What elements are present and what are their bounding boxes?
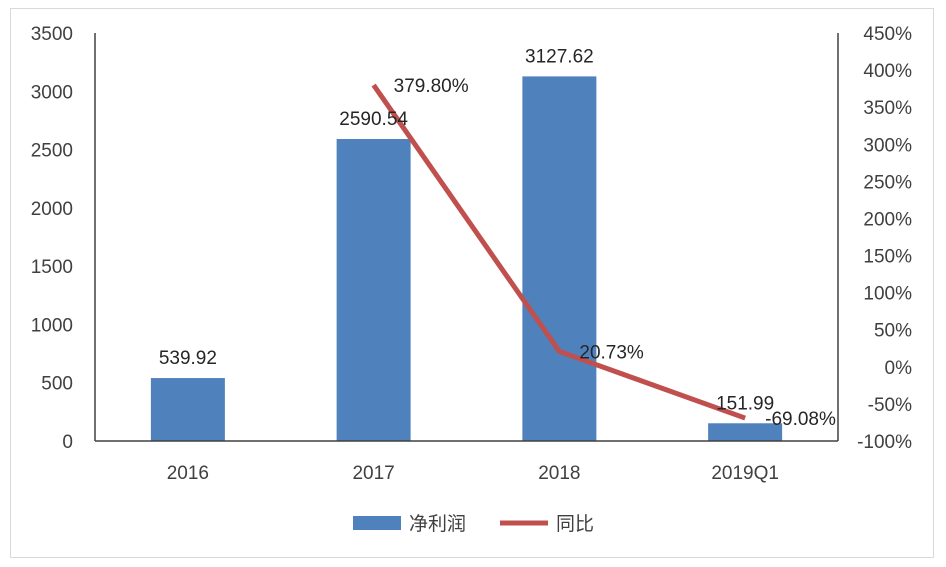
left-y-tick-label: 500: [41, 374, 73, 395]
bar-data-labels: 539.92 2590.54 3127.62 151.99: [159, 46, 774, 414]
line-data-labels: 379.80% 20.73% -69.08%: [394, 76, 836, 430]
x-tick-labels: 2016 2017 2018 2019Q1: [167, 463, 779, 484]
line-path: [371, 83, 746, 421]
x-tick-label: 2019Q1: [711, 463, 779, 484]
axes: [94, 33, 839, 442]
line-series: [371, 83, 746, 421]
legend-swatch-bar: [353, 516, 401, 530]
right-y-tick-label: 100%: [863, 284, 912, 305]
right-y-tick-label: 250%: [863, 172, 912, 193]
chart-frame: [10, 8, 934, 558]
left-y-tick-label: 3500: [31, 24, 73, 45]
right-y-tick-labels: -100% -50% 0% 50% 100% 150% 200% 250% 300% 350% 40…: [857, 24, 912, 453]
right-y-tick-label: -50%: [868, 395, 912, 416]
line-data-label: 20.73%: [579, 342, 644, 363]
legend: 净利润 同比: [353, 513, 594, 535]
bar-data-label: 151.99: [716, 393, 774, 414]
bar: [150, 378, 225, 441]
bar-data-label: 2590.54: [339, 109, 408, 130]
bar: [708, 423, 783, 441]
right-y-tick-label: 50%: [874, 321, 912, 342]
x-tick-label: 2018: [538, 463, 580, 484]
right-y-tick-label: 400%: [863, 61, 912, 82]
x-tick-label: 2017: [352, 463, 394, 484]
left-y-tick-labels: 0 500 1000 1500 2000 2500 3000 3500: [31, 24, 73, 453]
bar-series: [150, 76, 783, 442]
left-y-tick-label: 0: [62, 432, 73, 453]
bar-data-label: 539.92: [159, 348, 217, 369]
line-data-label: 379.80%: [394, 76, 469, 97]
left-y-tick-label: 1500: [31, 257, 73, 278]
right-y-tick-label: -100%: [857, 432, 912, 453]
legend-label-line: 同比: [556, 513, 594, 535]
bar-data-label: 3127.62: [525, 46, 594, 67]
right-y-tick-label: 150%: [863, 247, 912, 268]
x-tick-label: 2016: [167, 463, 209, 484]
left-y-tick-label: 2000: [31, 199, 73, 220]
right-y-tick-label: 350%: [863, 98, 912, 119]
line-data-label: -69.08%: [765, 409, 836, 430]
right-y-tick-label: 200%: [863, 209, 912, 230]
right-y-tick-label: 450%: [863, 24, 912, 45]
legend-label-bar: 净利润: [409, 513, 466, 535]
left-y-tick-label: 2500: [31, 141, 73, 162]
right-y-tick-label: 0%: [885, 358, 913, 379]
right-y-tick-label: 300%: [863, 135, 912, 156]
bar: [336, 139, 411, 442]
bar: [522, 76, 597, 441]
left-y-tick-label: 3000: [31, 82, 73, 103]
left-y-tick-label: 1000: [31, 315, 73, 336]
